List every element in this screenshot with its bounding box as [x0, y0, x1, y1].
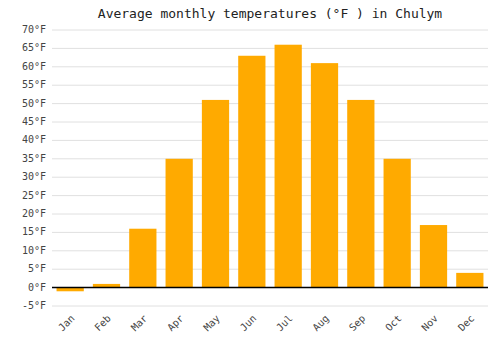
y-tick-label: 5°F [28, 263, 46, 274]
grid-line [52, 103, 488, 104]
y-tick-label: -5°F [22, 300, 46, 311]
grid-line [52, 122, 488, 123]
chart-title: Average monthly temperatures (°F ) in Ch… [98, 6, 443, 21]
y-tick-label: 45°F [22, 116, 46, 127]
y-grid [52, 30, 488, 306]
y-tick-label: 10°F [22, 245, 46, 256]
bar [384, 159, 411, 288]
y-tick-label: 0°F [28, 282, 46, 293]
x-tick-label: Jun [238, 313, 259, 334]
x-tick-label: Mar [129, 313, 150, 334]
y-tick-label: 65°F [22, 42, 46, 53]
chart-svg: Average monthly temperatures (°F ) in Ch… [0, 0, 500, 350]
y-tick-label: 35°F [22, 153, 46, 164]
grid-line [52, 30, 488, 31]
chart-container: Average monthly temperatures (°F ) in Ch… [0, 0, 500, 350]
y-tick-label: 50°F [22, 98, 46, 109]
y-tick-label: 70°F [22, 24, 46, 35]
y-tick-label: 25°F [22, 190, 46, 201]
bar [129, 229, 156, 288]
x-tick-label: Aug [310, 313, 331, 334]
y-tick-label: 55°F [22, 79, 46, 90]
x-tick-label: Apr [165, 313, 186, 334]
bar [166, 159, 193, 288]
bars [57, 45, 484, 292]
bar [202, 100, 229, 288]
grid-line [52, 306, 488, 307]
y-tick-label: 15°F [22, 226, 46, 237]
baseline [52, 287, 488, 289]
x-tick-label: Jan [56, 313, 77, 334]
bar [420, 225, 447, 288]
grid-line [52, 48, 488, 49]
y-tick-label: 60°F [22, 61, 46, 72]
x-tick-label: Nov [419, 313, 440, 334]
bar [275, 45, 302, 288]
x-tick-label: Sep [347, 313, 368, 334]
grid-line [52, 177, 488, 178]
y-tick-label: 30°F [22, 171, 46, 182]
bar [347, 100, 374, 288]
x-tick-label: May [201, 313, 222, 334]
bar [456, 273, 483, 288]
grid-line [52, 195, 488, 196]
grid-line [52, 287, 488, 288]
bar [311, 63, 338, 287]
grid-line [52, 214, 488, 215]
y-tick-label: 20°F [22, 208, 46, 219]
grid-line [52, 140, 488, 141]
bar [238, 56, 265, 288]
grid-line [52, 158, 488, 159]
x-tick-label: Oct [383, 313, 404, 334]
grid-line [52, 66, 488, 67]
grid-line [52, 85, 488, 86]
x-tick-label: Feb [92, 313, 113, 334]
x-tick-label: Dec [456, 313, 477, 334]
x-tick-label: Jul [274, 313, 295, 334]
y-tick-label: 40°F [22, 134, 46, 145]
